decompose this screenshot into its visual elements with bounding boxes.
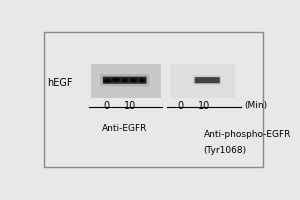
Text: Anti-phospho-EGFR: Anti-phospho-EGFR	[204, 130, 291, 139]
FancyBboxPatch shape	[100, 74, 149, 86]
Text: 10: 10	[124, 101, 136, 111]
Text: 0: 0	[177, 101, 184, 111]
Text: 10: 10	[198, 101, 210, 111]
Ellipse shape	[140, 79, 144, 81]
Bar	[170, 64, 235, 98]
FancyBboxPatch shape	[195, 77, 220, 83]
Text: (Tyr1068): (Tyr1068)	[204, 146, 247, 155]
Text: 0: 0	[103, 101, 109, 111]
Bar	[91, 64, 161, 98]
Ellipse shape	[122, 79, 127, 81]
Text: Anti-EGFR: Anti-EGFR	[102, 124, 147, 133]
FancyBboxPatch shape	[193, 75, 222, 85]
Bar	[44, 32, 263, 167]
Text: hEGF: hEGF	[47, 78, 72, 88]
Text: (Min): (Min)	[244, 101, 268, 110]
FancyBboxPatch shape	[103, 77, 146, 84]
Ellipse shape	[104, 80, 110, 82]
Ellipse shape	[130, 79, 136, 82]
Ellipse shape	[112, 79, 119, 81]
